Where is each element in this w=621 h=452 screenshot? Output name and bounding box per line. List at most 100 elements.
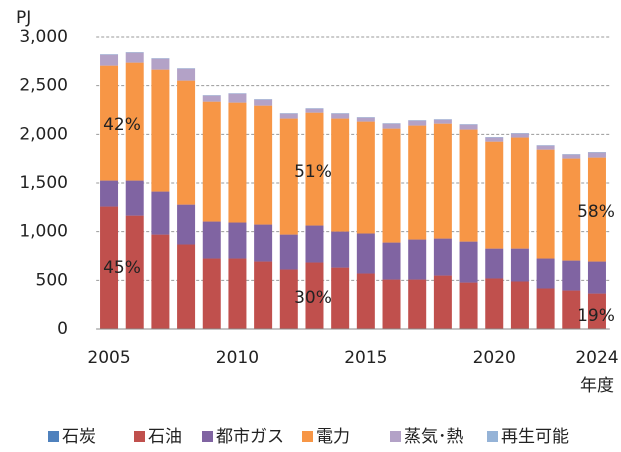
- bar-segment: [408, 125, 427, 240]
- bar-segment: [356, 117, 375, 122]
- bar-segment: [177, 244, 196, 329]
- bar-segment: [305, 108, 324, 113]
- bar-segment: [305, 262, 324, 329]
- bar-segment: [433, 119, 452, 124]
- bar-segment: [587, 293, 606, 329]
- x-tick-label: 2024: [575, 348, 618, 368]
- y-tick-label: 1,000: [19, 222, 68, 242]
- bar-segment: [562, 154, 581, 159]
- y-tick-label: 2,000: [19, 124, 68, 144]
- bar-segment: [254, 261, 273, 329]
- bar-segment: [485, 141, 504, 249]
- bar-segment: [408, 120, 427, 126]
- bar-segment: [510, 133, 529, 138]
- legend-swatch: [202, 431, 213, 442]
- bar-segment: [510, 137, 529, 249]
- legend-swatch: [487, 431, 498, 442]
- bar-segment: [587, 157, 606, 262]
- legend-label: 石油: [148, 427, 182, 447]
- bar-segment: [433, 275, 452, 329]
- legend-label: 石炭: [62, 427, 96, 447]
- bar-segment: [305, 112, 324, 226]
- bar-segment: [331, 231, 350, 268]
- bar-segment: [305, 225, 324, 263]
- y-tick-label: 500: [36, 270, 68, 290]
- bar-segment: [562, 158, 581, 261]
- bar-segment: [100, 206, 119, 329]
- bar-segment: [331, 113, 350, 119]
- bar-segment: [279, 234, 298, 270]
- bar-segment: [587, 152, 606, 158]
- x-tick-label: 2020: [473, 348, 516, 368]
- x-axis-label: 年度: [580, 376, 614, 396]
- bar-segment: [356, 233, 375, 274]
- bar-segment: [536, 258, 555, 289]
- bar-segment: [433, 123, 452, 239]
- bar-segment: [177, 80, 196, 205]
- bar-segment: [485, 248, 504, 279]
- bar-segment: [125, 180, 144, 216]
- annotation: 51%: [294, 162, 332, 182]
- bar-segment: [536, 149, 555, 259]
- y-tick-label: 2,500: [19, 76, 68, 96]
- bar-segment: [228, 93, 247, 103]
- bar-segment: [151, 234, 170, 329]
- annotation: 42%: [103, 115, 141, 135]
- bar-segment: [125, 215, 144, 329]
- bar-segment: [382, 123, 401, 129]
- bar-segment: [125, 52, 144, 63]
- legend-swatch: [302, 431, 313, 442]
- x-tick-label: 2010: [216, 348, 259, 368]
- bar-segment: [228, 102, 247, 223]
- bar-segment: [331, 118, 350, 232]
- bar-segment: [331, 267, 350, 329]
- y-axis-label: PJ: [16, 8, 31, 28]
- bar-segment: [485, 278, 504, 329]
- bar-segment: [100, 54, 119, 66]
- bar-segment: [536, 288, 555, 329]
- bar-segment: [202, 221, 221, 259]
- bar-segment: [228, 222, 247, 259]
- legend-label: 電力: [316, 427, 350, 447]
- bar-segment: [408, 279, 427, 329]
- bar-segment: [151, 69, 170, 192]
- bar-segment: [202, 101, 221, 222]
- bar-segment: [408, 239, 427, 280]
- bar-segment: [228, 258, 247, 329]
- bar-segment: [254, 224, 273, 262]
- bar-segment: [562, 290, 581, 329]
- bar-segment: [510, 281, 529, 329]
- bar-segment: [177, 68, 196, 81]
- bar-segment: [382, 242, 401, 280]
- bar-segment: [125, 62, 144, 181]
- annotation: 30%: [294, 288, 332, 308]
- x-tick-label: 2005: [87, 348, 130, 368]
- y-tick-label: 3,000: [19, 27, 68, 47]
- bar-segment: [382, 128, 401, 243]
- bar-segment: [254, 99, 273, 106]
- bar-segment: [459, 129, 478, 242]
- bar-segment: [177, 204, 196, 245]
- bar-segment: [356, 273, 375, 329]
- legend-label: 蒸気･熱: [404, 427, 464, 447]
- annotation: 19%: [577, 306, 615, 326]
- bar-segment: [202, 258, 221, 329]
- bar-segment: [100, 65, 119, 181]
- bar-segment: [459, 241, 478, 283]
- bar-segment: [100, 180, 119, 207]
- bar-segment: [459, 124, 478, 130]
- legend-swatch: [134, 431, 145, 442]
- legend-label: 都市ガス: [216, 427, 284, 447]
- legend-swatch: [390, 431, 401, 442]
- bar-segment: [459, 282, 478, 329]
- bar-segment: [202, 95, 221, 102]
- bar-segment: [587, 261, 606, 294]
- bar-segment: [254, 105, 273, 225]
- legend-swatch: [48, 431, 59, 442]
- bar-segment: [279, 118, 298, 235]
- bar-segment: [382, 279, 401, 329]
- bar-segment: [151, 191, 170, 235]
- bar-segment: [151, 58, 170, 70]
- bar-segment: [536, 145, 555, 150]
